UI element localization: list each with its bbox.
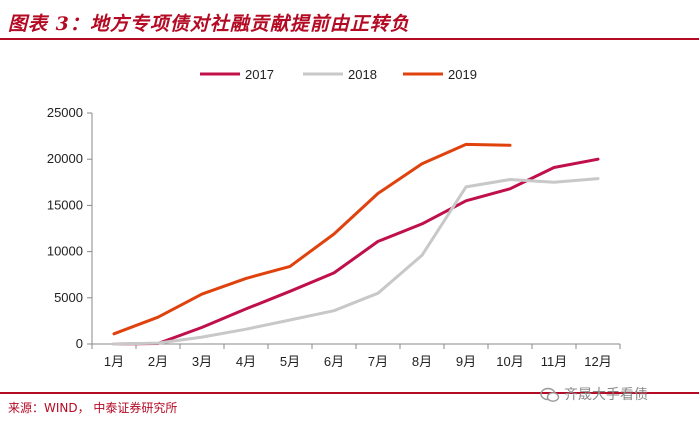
legend: 2017 2018 2019 xyxy=(200,67,477,82)
x-tick-label: 1月 xyxy=(104,354,124,369)
x-tick-label: 3月 xyxy=(192,354,212,369)
series-line-2018 xyxy=(112,177,600,346)
line-chart: 2017 2018 2019 0 5000 10000 15000 20000 25000 1月… xyxy=(47,67,621,369)
title-rule xyxy=(0,38,699,40)
legend-label: 2017 xyxy=(245,67,274,82)
watermark: 齐晟大手看债 xyxy=(540,384,648,404)
x-tick-label: 6月 xyxy=(324,354,344,369)
y-tick-label: 0 xyxy=(76,336,83,351)
series-line-2017 xyxy=(112,157,600,346)
footer-rule xyxy=(0,392,699,394)
axes: 0 5000 10000 15000 20000 25000 1月 2月 3月 4月 5月 6月 7月 8… xyxy=(47,105,621,369)
x-tick-label: 7月 xyxy=(368,354,388,369)
y-tick-label: 25000 xyxy=(47,105,83,120)
source-note: 来源：WIND， 中泰证券研究所 xyxy=(8,401,178,415)
y-tick-label: 15000 xyxy=(47,197,83,212)
wechat-icon xyxy=(540,387,560,402)
y-tick-label: 5000 xyxy=(54,290,83,305)
legend-item-2017: 2017 xyxy=(200,67,274,82)
y-tick-label: 10000 xyxy=(47,244,83,259)
series-line-2019 xyxy=(112,142,512,336)
x-tick-label: 11月 xyxy=(541,354,568,369)
x-tick-label: 9月 xyxy=(456,354,476,369)
x-tick-label: 2月 xyxy=(148,354,168,369)
title-bar: 图表 3：地方专项债对社融贡献提前由正转负 xyxy=(0,0,699,38)
x-tick-label: 8月 xyxy=(412,354,432,369)
x-tick-label: 10月 xyxy=(496,354,523,369)
watermark-text: 齐晟大手看债 xyxy=(564,387,648,403)
y-tick-label: 20000 xyxy=(47,151,83,166)
series-lines xyxy=(112,142,600,346)
x-tick-label: 4月 xyxy=(236,354,256,369)
legend-item-2018: 2018 xyxy=(303,67,377,82)
legend-item-2019: 2019 xyxy=(403,67,477,82)
legend-label: 2019 xyxy=(448,67,477,82)
x-tick-label: 12月 xyxy=(584,354,611,369)
figure-title: 图表 3：地方专项债对社融贡献提前由正转负 xyxy=(8,13,410,35)
legend-label: 2018 xyxy=(348,67,377,82)
x-tick-label: 5月 xyxy=(280,354,300,369)
